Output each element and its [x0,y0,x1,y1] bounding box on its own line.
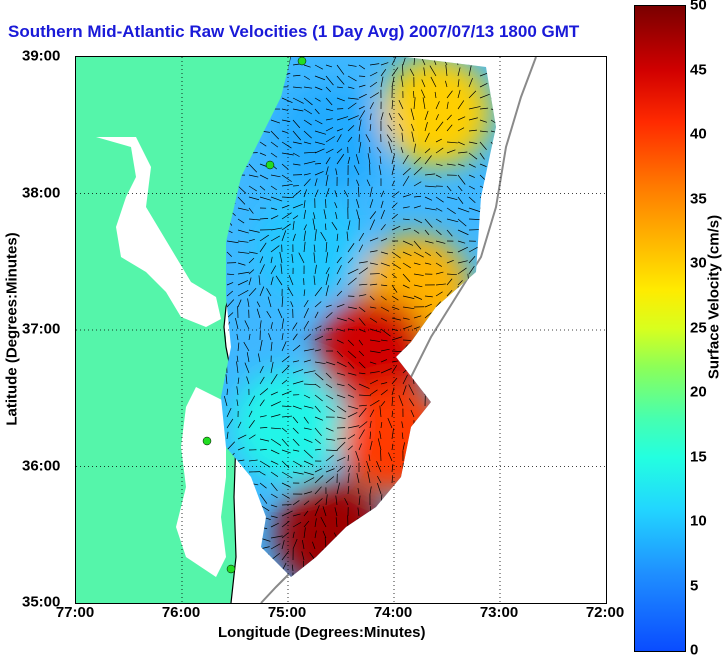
map-svg [76,57,606,603]
velocity-region [254,193,365,304]
y-tick-label: 38:00 [22,184,61,201]
station-marker[interactable] [202,436,212,446]
colorbar-tick-label: 40 [690,125,707,143]
y-tick-label: 35:00 [22,593,61,611]
y-tick-label: 39:00 [22,47,61,65]
colorbar-tick-label: 0 [690,641,699,659]
x-tick-label: 72:00 [585,604,625,621]
chart-title: Southern Mid-Atlantic Raw Velocities (1 … [8,22,580,41]
station-marker[interactable] [297,57,307,66]
colorbar-label: Surface Velocity (cm/s) [705,214,723,380]
colorbar-tick-label: 10 [690,512,707,530]
velocity-region [317,295,428,406]
velocity-field [221,57,496,577]
station-marker[interactable] [226,564,236,574]
y-axis-label: Latitude (Degrees:Minutes) [3,232,21,426]
x-tick-label: 77:00 [55,604,95,621]
colorbar [634,5,686,652]
colorbar-tick-label: 5 [690,577,699,594]
albemarle-pamlico-sound [176,387,226,577]
x-axis-label: Longitude (Degrees:Minutes) [218,624,426,641]
map-plot-area[interactable] [75,56,607,604]
x-tick-label: 75:00 [267,604,307,621]
colorbar-tick-label: 15 [690,448,707,465]
chesapeake-bay [96,137,221,327]
grid-layer [76,57,606,603]
y-tick-label: 37:00 [22,320,61,338]
velocity-region [381,57,492,167]
y-tick-label: 36:00 [22,457,61,474]
colorbar-tick-label: 35 [690,190,707,207]
x-tick-label: 76:00 [161,604,201,621]
station-marker[interactable] [265,160,275,170]
colorbar-tick-label: 45 [690,61,707,78]
velocity-region [275,479,386,577]
x-tick-label: 74:00 [373,604,413,621]
colorbar-tick-label: 25 [690,319,707,336]
colorbar-tick-label: 20 [690,383,707,401]
colorbar-tick-label: 50 [690,0,707,14]
colorbar-tick-label: 30 [690,254,707,272]
station-markers [202,57,307,574]
x-tick-label: 73:00 [479,604,519,621]
